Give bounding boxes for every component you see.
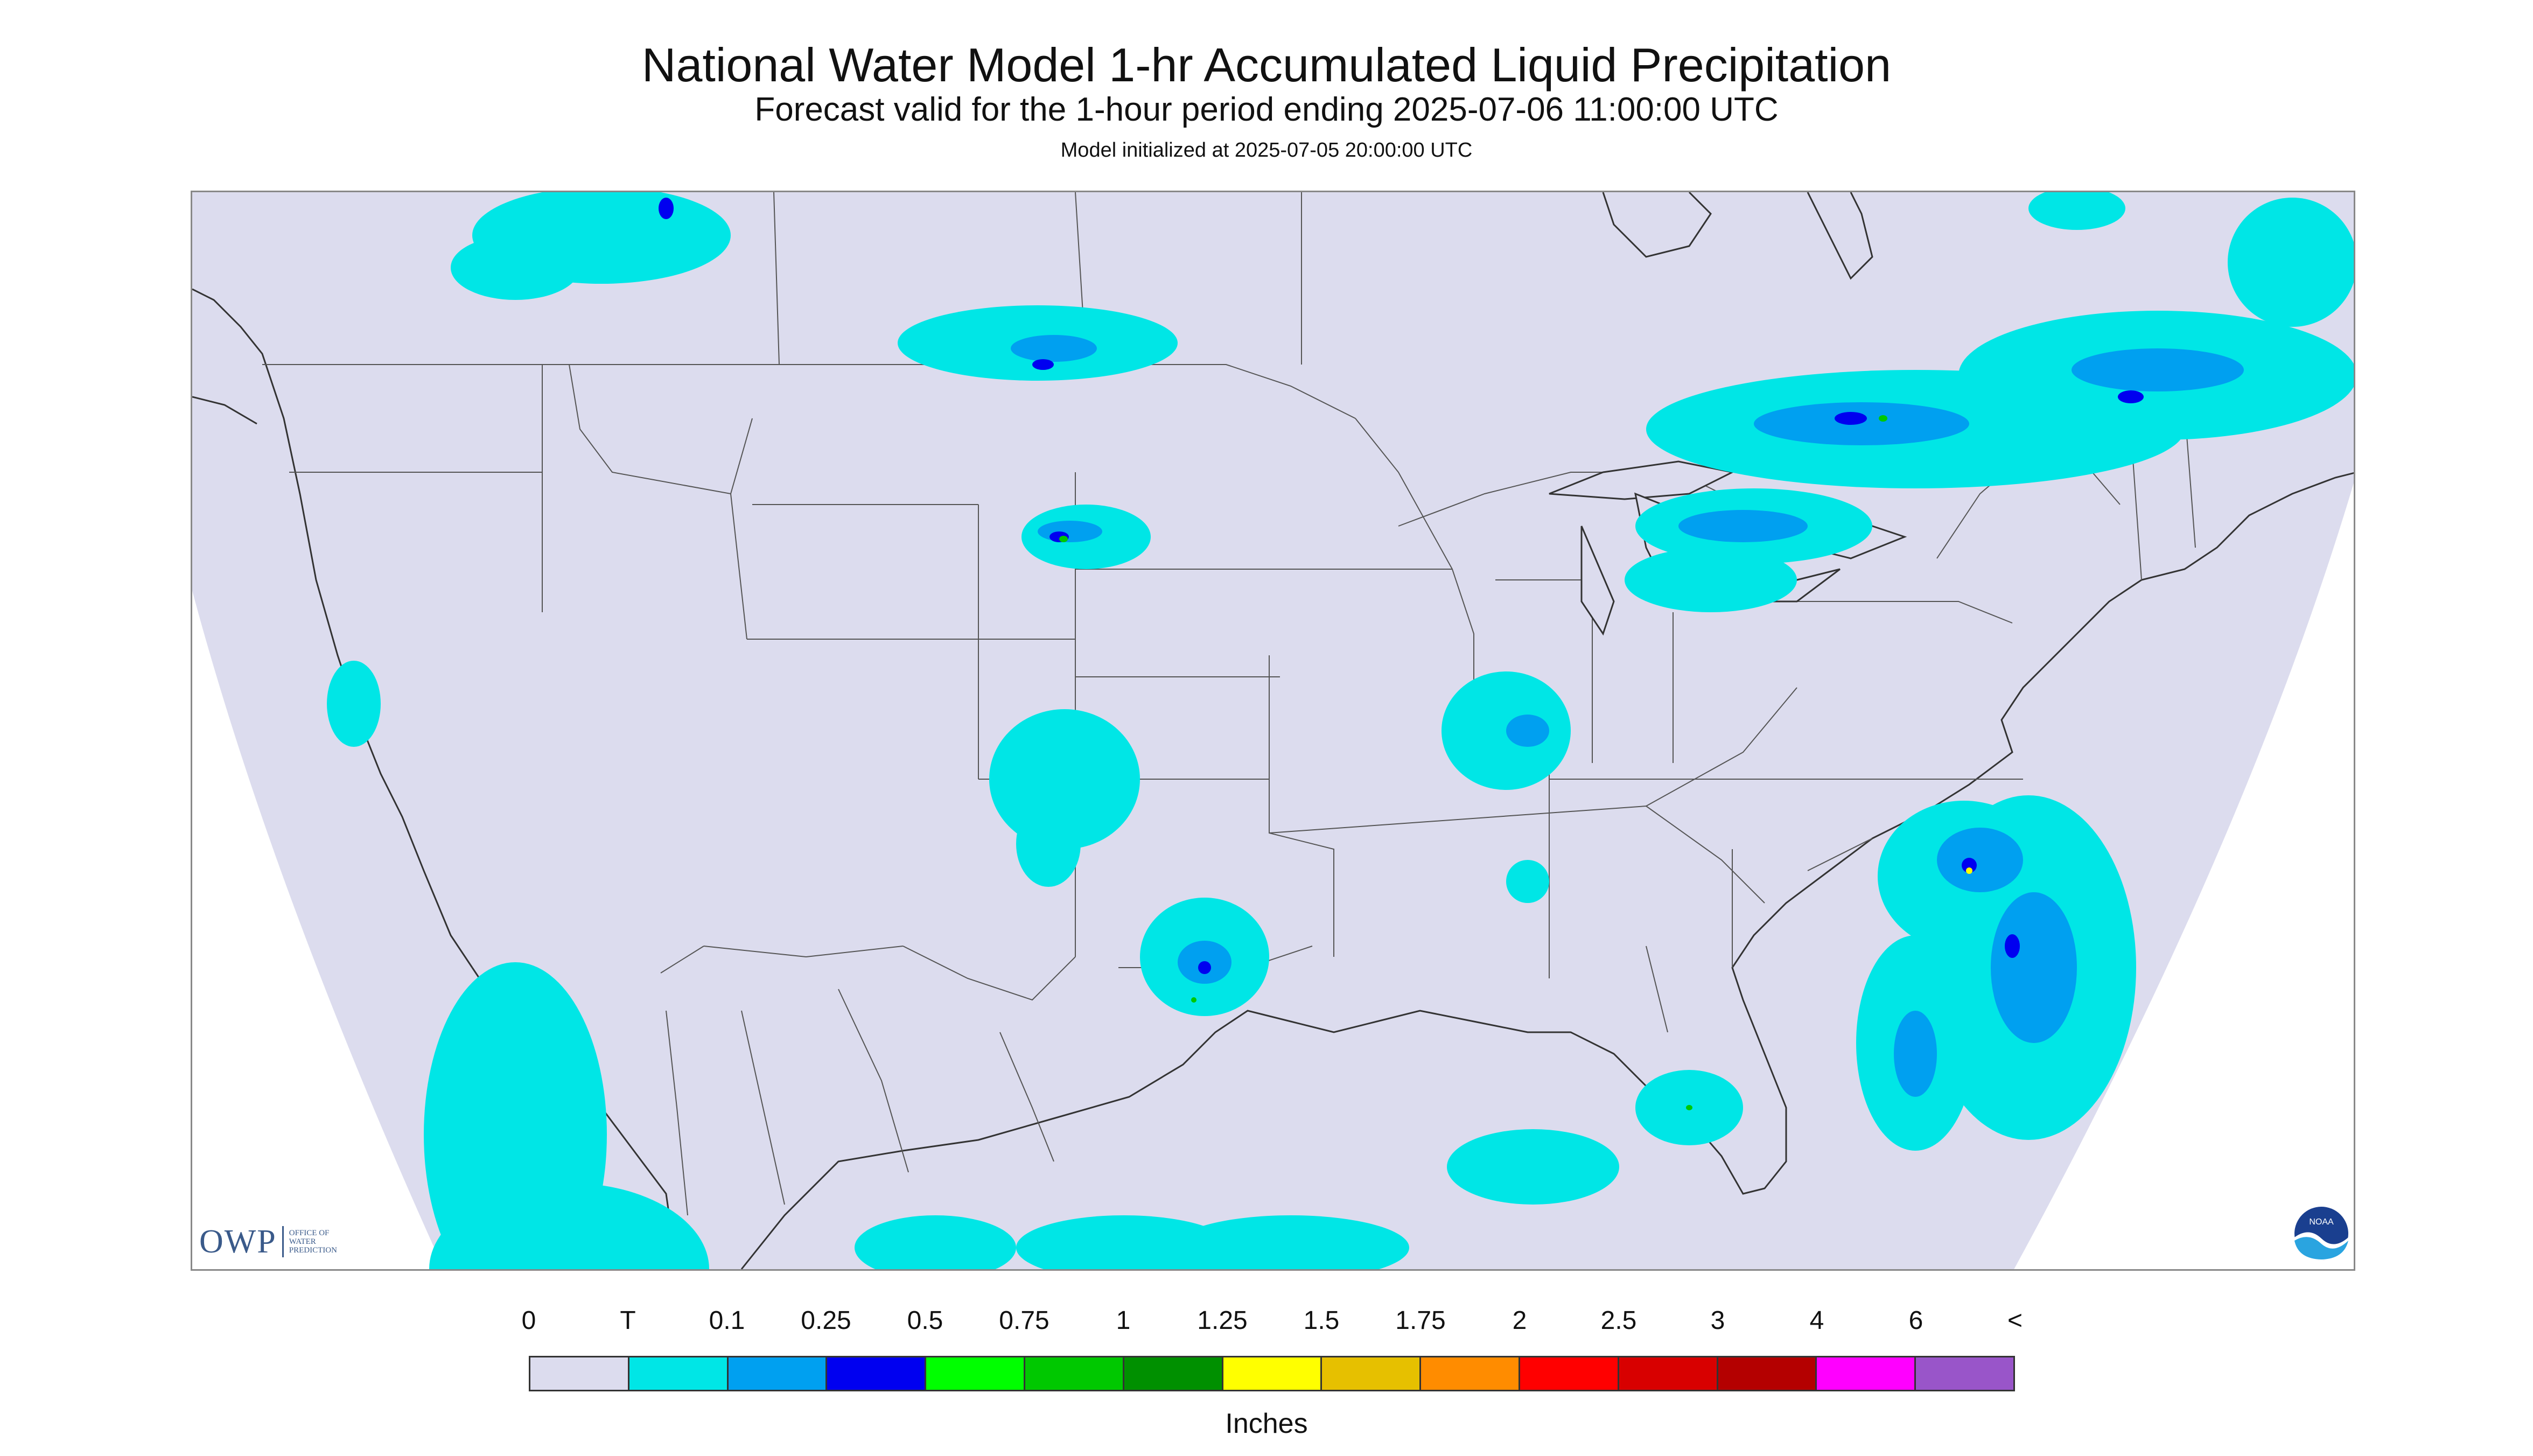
legend-tick: 1 (1116, 1306, 1131, 1335)
owp-logo-subtext: OFFICE OF WATER PREDICTION (289, 1229, 337, 1255)
legend-tick: 4 (1809, 1306, 1824, 1335)
owp-logo-divider (282, 1226, 284, 1257)
legend-units-label: Inches (1225, 1408, 1308, 1439)
precip-heavy (1059, 415, 1972, 1110)
map-subtitle: Forecast valid for the 1-hour period end… (754, 91, 1779, 128)
legend-tick: 3 (1710, 1306, 1725, 1335)
legend-tick: 1.5 (1303, 1306, 1340, 1335)
legend-tick: 2 (1512, 1306, 1527, 1335)
legend-cell (827, 1357, 927, 1390)
legend-cell (1916, 1357, 2013, 1390)
color-legend (529, 1356, 2015, 1391)
legend-cell (530, 1357, 629, 1390)
precip-light (1011, 335, 2244, 1097)
noaa-logo-icon: NOAA (2294, 1207, 2348, 1261)
legend-tick: 0.25 (801, 1306, 851, 1335)
legend-tick: 0 (521, 1306, 536, 1335)
legend-tick: 1.25 (1197, 1306, 1248, 1335)
legend-tick: < (2007, 1306, 2023, 1335)
legend-cell (1124, 1357, 1223, 1390)
legend-cell (1817, 1357, 1916, 1390)
legend-cell (1520, 1357, 1619, 1390)
owp-logo-text: OWP (199, 1223, 277, 1260)
map-title: National Water Model 1-hr Accumulated Li… (641, 38, 1892, 92)
legend-tick: 2.5 (1600, 1306, 1637, 1335)
legend-cell (1619, 1357, 1718, 1390)
legend-tick: 0.75 (999, 1306, 1049, 1335)
legend-tick: 0.5 (907, 1306, 943, 1335)
legend-tick: 6 (1908, 1306, 1923, 1335)
legend-tick: T (620, 1306, 636, 1335)
model-init-text: Model initialized at 2025-07-05 20:00:00… (1060, 139, 1473, 162)
legend-tick: 0.1 (709, 1306, 745, 1335)
map-canvas (192, 192, 2354, 1269)
owp-logo-line-3: PREDICTION (289, 1246, 337, 1255)
legend-cell (1718, 1357, 1817, 1390)
legend-cell (1025, 1357, 1124, 1390)
legend-cell (926, 1357, 1025, 1390)
legend-cell (1223, 1357, 1323, 1390)
legend-cell (1421, 1357, 1520, 1390)
owp-logo-line-2: WATER (289, 1237, 316, 1246)
legend-tick: 1.75 (1395, 1306, 1446, 1335)
legend-cell (728, 1357, 828, 1390)
owp-logo-line-1: OFFICE OF (289, 1229, 330, 1237)
noaa-logo-text: NOAA (2309, 1217, 2334, 1227)
owp-logo: OWP OFFICE OF WATER PREDICTION (199, 1220, 337, 1263)
legend-cell (629, 1357, 729, 1390)
precipitation-map (191, 191, 2355, 1271)
legend-cell (1322, 1357, 1422, 1390)
